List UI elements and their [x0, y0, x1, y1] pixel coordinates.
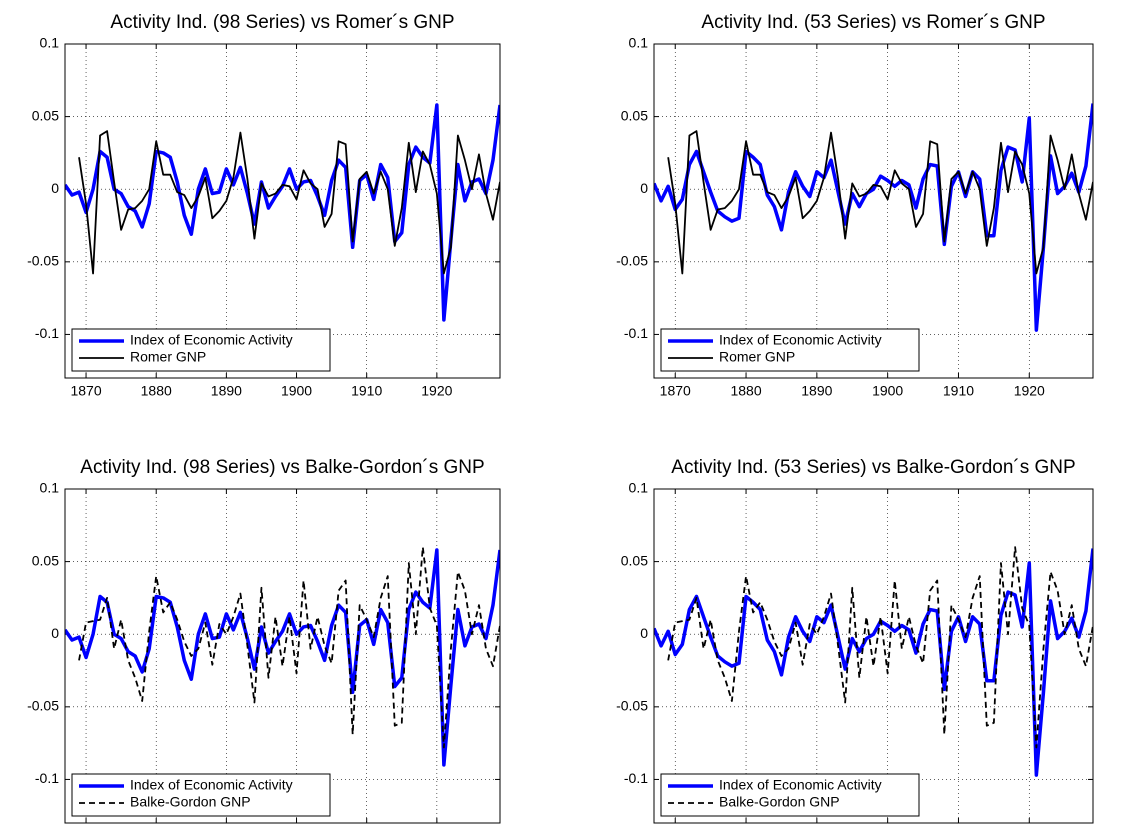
x-tick-label: 1900	[281, 828, 312, 830]
legend-label: Balke-Gordon GNP	[719, 794, 840, 810]
x-tick-label: 1880	[730, 383, 761, 399]
y-tick-label: 0	[51, 625, 59, 641]
series-line	[667, 546, 1093, 749]
chart-title: Activity Ind. (53 Series) vs Balke-Gordo…	[671, 457, 1075, 478]
y-tick-label: -0.05	[616, 698, 648, 714]
x-tick-label: 1920	[1014, 383, 1045, 399]
x-tick-label: 1890	[211, 828, 242, 830]
y-tick-label: 0.1	[629, 480, 649, 496]
x-tick-label: 1880	[730, 828, 761, 830]
axes-frame	[64, 488, 501, 824]
series-line	[667, 130, 1093, 275]
x-tick-label: 1910	[351, 383, 382, 399]
y-tick-label: 0.1	[40, 35, 60, 51]
legend-box	[71, 773, 331, 817]
series-line	[78, 130, 500, 275]
x-tick-label: 1900	[872, 828, 903, 830]
legend-label: Index of Economic Activity	[130, 332, 293, 348]
axes-frame	[653, 43, 1094, 379]
y-tick-label: 0.05	[621, 552, 648, 568]
y-tick-label: -0.05	[27, 698, 59, 714]
x-tick-label: 1910	[943, 828, 974, 830]
y-tick-label: -0.1	[624, 325, 648, 341]
legend-box	[71, 328, 331, 372]
legend-label: Romer GNP	[719, 349, 795, 365]
series-line	[78, 546, 500, 749]
x-tick-label: 1870	[660, 828, 691, 830]
y-tick-label: -0.05	[616, 253, 648, 269]
y-tick-label: 0.1	[40, 480, 60, 496]
x-tick-label: 1890	[801, 828, 832, 830]
y-tick-label: 0	[640, 625, 648, 641]
x-tick-label: 1870	[70, 828, 101, 830]
legend-label: Index of Economic Activity	[719, 777, 882, 793]
x-tick-label: 1880	[141, 828, 172, 830]
y-tick-label: -0.1	[35, 770, 59, 786]
y-tick-label: -0.05	[27, 253, 59, 269]
legend-label: Romer GNP	[130, 349, 206, 365]
x-tick-label: 1920	[421, 828, 452, 830]
x-tick-label: 1910	[351, 828, 382, 830]
y-tick-label: 0.05	[32, 552, 59, 568]
x-tick-label: 1890	[211, 383, 242, 399]
plot-area	[654, 44, 1093, 378]
series-line	[654, 548, 1093, 777]
x-tick-label: 1900	[281, 383, 312, 399]
x-tick-label: 1920	[1014, 828, 1045, 830]
y-tick-label: 0.05	[621, 107, 648, 123]
x-tick-label: 1920	[421, 383, 452, 399]
y-tick-label: 0	[640, 180, 648, 196]
x-tick-label: 1890	[801, 383, 832, 399]
y-tick-label: -0.1	[624, 770, 648, 786]
series-line	[65, 548, 500, 767]
y-tick-label: -0.1	[35, 325, 59, 341]
y-tick-label: 0	[51, 180, 59, 196]
series-line	[654, 103, 1093, 332]
x-tick-label: 1900	[872, 383, 903, 399]
subplot: Activity Ind. (53 Series) vs Romer´s GNP…	[616, 12, 1094, 399]
axes-frame	[64, 43, 501, 379]
y-tick-label: 0.1	[629, 35, 649, 51]
x-tick-label: 1870	[660, 383, 691, 399]
chart-title: Activity Ind. (98 Series) vs Balke-Gordo…	[80, 457, 484, 478]
plot-area	[654, 489, 1093, 823]
legend-label: Index of Economic Activity	[719, 332, 882, 348]
legend-box	[660, 328, 920, 372]
x-tick-label: 1870	[70, 383, 101, 399]
plot-area	[65, 44, 500, 378]
x-tick-label: 1910	[943, 383, 974, 399]
subplot: Activity Ind. (53 Series) vs Balke-Gordo…	[616, 457, 1094, 830]
axes-frame	[653, 488, 1094, 824]
plot-area	[65, 489, 500, 823]
chart-title: Activity Ind. (98 Series) vs Romer´s GNP	[110, 12, 454, 33]
legend-label: Balke-Gordon GNP	[130, 794, 251, 810]
chart-title: Activity Ind. (53 Series) vs Romer´s GNP	[701, 12, 1045, 33]
y-tick-label: 0.05	[32, 107, 59, 123]
subplot: Activity Ind. (98 Series) vs Romer´s GNP…	[27, 12, 501, 399]
legend-label: Index of Economic Activity	[130, 777, 293, 793]
legend-box	[660, 773, 920, 817]
x-tick-label: 1880	[141, 383, 172, 399]
subplot: Activity Ind. (98 Series) vs Balke-Gordo…	[27, 457, 501, 830]
